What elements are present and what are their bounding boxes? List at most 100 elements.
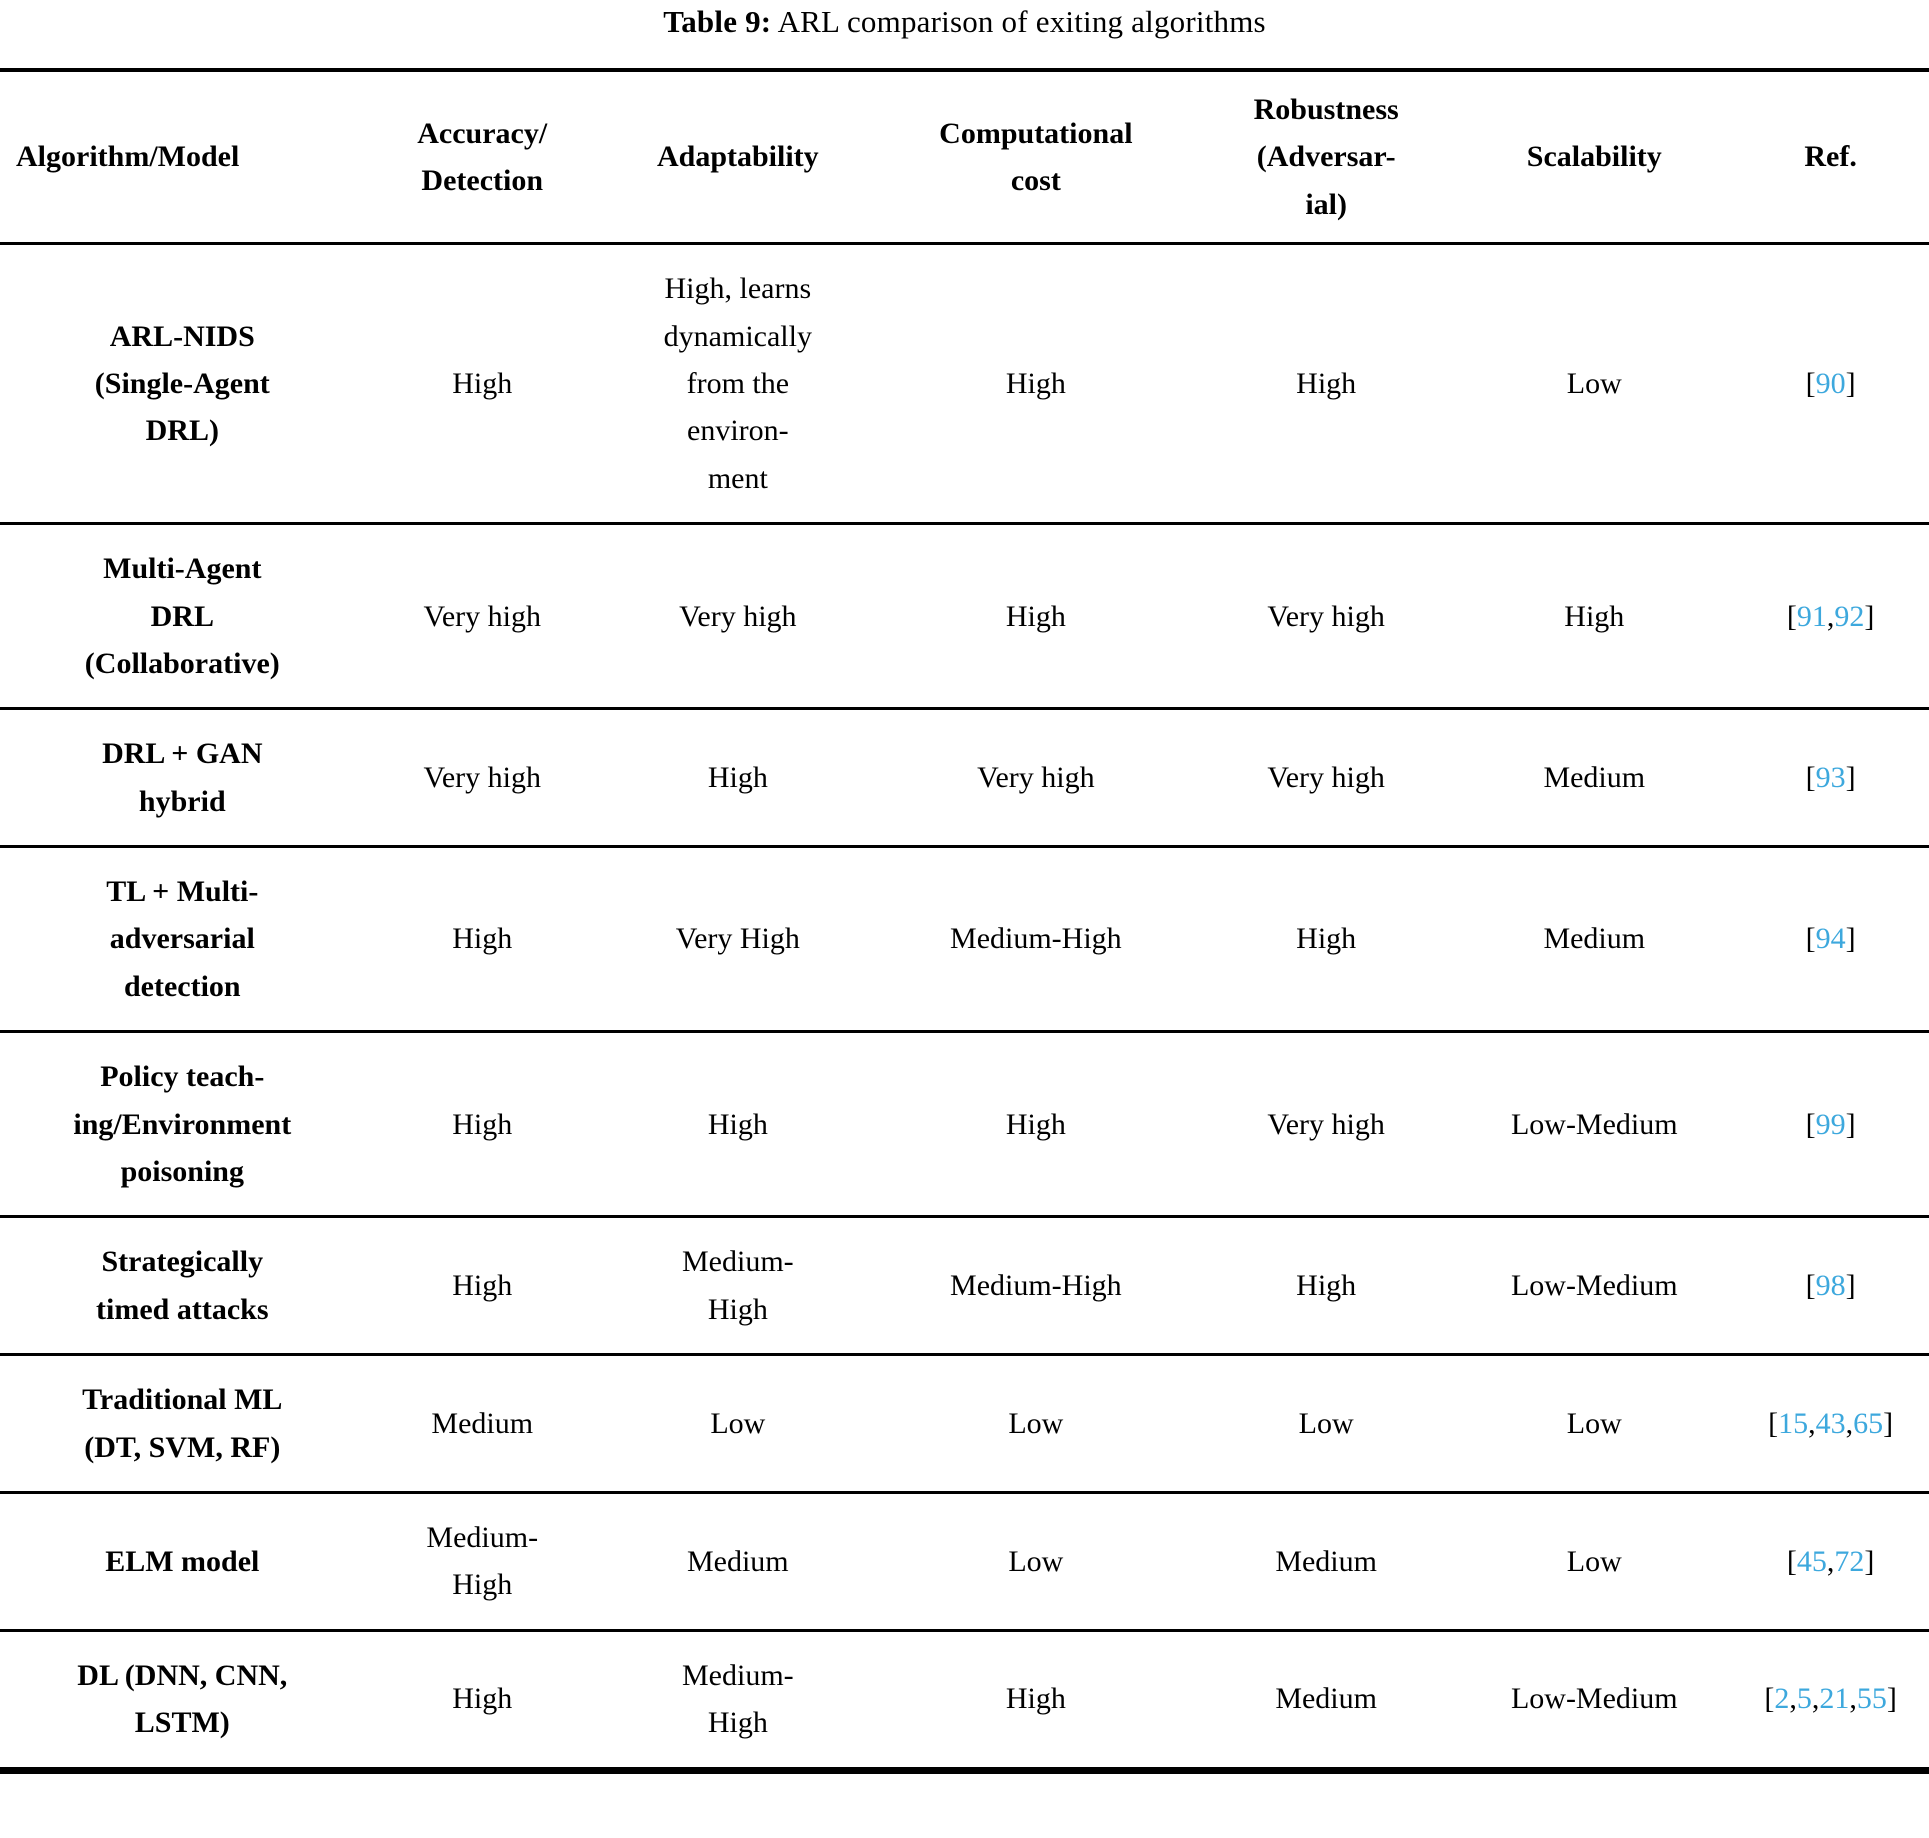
cell-model: ELM model — [105, 1544, 260, 1578]
cell-accuracy: Very high — [423, 599, 541, 633]
citation-link[interactable]: 93 — [1815, 760, 1846, 794]
cell-model: DL (DNN, CNN, LSTM) — [77, 1658, 288, 1740]
col-header-accuracy: Accuracy/ Detection — [364, 70, 600, 246]
cell-accuracy: High — [452, 1269, 513, 1303]
citation-link[interactable]: 15 — [1778, 1406, 1809, 1440]
ref-bracket-open: [ — [1805, 760, 1816, 794]
ref-comma: , — [1826, 599, 1835, 633]
citation-link[interactable]: 2 — [1774, 1682, 1790, 1716]
citation-link[interactable]: 72 — [1834, 1544, 1865, 1578]
table-caption: Table 9: ARL comparison of exiting algor… — [0, 4, 1929, 40]
ref-bracket-open: [ — [1805, 1269, 1816, 1303]
cell-model: Policy teach- ing/Environment poisoning — [73, 1060, 292, 1189]
cell-accuracy: High — [452, 1107, 513, 1141]
col-header-model: Algorithm/Model — [0, 70, 365, 246]
cell-adaptability: High, learns dynamically from the enviro… — [663, 272, 812, 495]
ref-bracket-close: ] — [1845, 1269, 1856, 1303]
cell-scalability: Medium — [1543, 922, 1646, 956]
citation-link[interactable]: 91 — [1796, 599, 1827, 633]
cell-ref: [94] — [1732, 847, 1929, 1032]
cell-ref: [98] — [1732, 1217, 1929, 1355]
table-header-row: Algorithm/Model Accuracy/ Detection Adapta… — [0, 70, 1929, 246]
cell-adaptability: Medium — [686, 1544, 789, 1578]
ref-comma: , — [1811, 1682, 1820, 1716]
cell-model: Strategically timed attacks — [96, 1245, 269, 1326]
citation-link[interactable]: 92 — [1834, 599, 1865, 633]
cell-ref: [15,43,65] — [1732, 1355, 1929, 1493]
table-row: Strategically timed attacks High Medium- H… — [0, 1217, 1929, 1355]
cell-model: Multi-Agent DRL (Collaborative) — [84, 552, 280, 680]
ref-bracket-close: ] — [1864, 1544, 1875, 1578]
col-header-scalability: Scalability — [1456, 70, 1733, 246]
cell-accuracy: High — [452, 922, 513, 956]
ref-bracket-close: ] — [1883, 1406, 1894, 1440]
citation-link[interactable]: 45 — [1796, 1544, 1827, 1578]
ref-bracket-open: [ — [1805, 1107, 1816, 1141]
cell-cost: Very high — [977, 760, 1095, 794]
ref-bracket-open: [ — [1805, 922, 1816, 956]
table-caption-text: ARL comparison of exiting algorithms — [777, 4, 1266, 39]
table-row: Traditional ML (DT, SVM, RF) Medium Low Low… — [0, 1355, 1929, 1493]
cell-adaptability: Medium- High — [682, 1658, 794, 1740]
cell-accuracy: Medium — [431, 1406, 534, 1440]
table-row: TL + Multi- adversarial detection High Ver… — [0, 847, 1929, 1032]
cell-scalability: Low — [1566, 1406, 1622, 1440]
table-caption-label: Table 9: — [663, 4, 772, 39]
cell-cost: Low — [1008, 1406, 1064, 1440]
ref-comma: , — [1826, 1544, 1835, 1578]
cell-scalability: Low — [1566, 366, 1622, 400]
ref-bracket-close: ] — [1845, 1107, 1856, 1141]
cell-ref: [2,5,21,55] — [1732, 1630, 1929, 1770]
cell-ref: [91,92] — [1732, 524, 1929, 709]
citation-link[interactable]: 90 — [1815, 366, 1846, 400]
cell-robustness: High — [1296, 922, 1357, 956]
cell-cost: High — [1005, 1107, 1066, 1141]
cell-scalability: Low — [1566, 1544, 1622, 1578]
cell-robustness: Very high — [1267, 760, 1385, 794]
col-header-ref: Ref. — [1732, 70, 1929, 246]
citation-link[interactable]: 99 — [1815, 1107, 1846, 1141]
cell-cost: Medium-High — [950, 1269, 1122, 1303]
cell-accuracy: Medium- High — [426, 1520, 539, 1602]
cell-robustness: High — [1296, 1269, 1357, 1303]
cell-adaptability: High — [707, 760, 768, 794]
table-row: Multi-Agent DRL (Collaborative) Very high… — [0, 524, 1929, 709]
cell-accuracy: High — [452, 366, 513, 400]
cell-cost: High — [1005, 366, 1066, 400]
citation-link[interactable]: 98 — [1815, 1269, 1846, 1303]
cell-model: DRL + GAN hybrid — [102, 737, 263, 818]
cell-robustness: Medium — [1275, 1682, 1377, 1716]
cell-model: Traditional ML (DT, SVM, RF) — [82, 1383, 283, 1464]
table-row: ELM model Medium- High Medium Low Medium Low [… — [0, 1492, 1929, 1631]
col-header-cost: Computational cost — [875, 70, 1196, 246]
cell-scalability: Low-Medium — [1510, 1107, 1678, 1141]
table-row: ARL-NIDS (Single-Agent DRL) High High, lea… — [0, 244, 1929, 524]
citation-link[interactable]: 43 — [1815, 1406, 1846, 1440]
cell-adaptability: Very High — [675, 922, 800, 956]
ref-comma: , — [1849, 1682, 1857, 1716]
ref-comma: , — [1845, 1406, 1854, 1440]
ref-bracket-open: [ — [1768, 1406, 1779, 1440]
citation-link[interactable]: 55 — [1856, 1682, 1887, 1716]
citation-link[interactable]: 65 — [1853, 1406, 1884, 1440]
col-header-adaptability: Adaptability — [599, 70, 876, 246]
comparison-table: Algorithm/Model Accuracy/ Detection Adapta… — [0, 68, 1929, 1774]
citation-link[interactable]: 5 — [1796, 1682, 1812, 1716]
ref-bracket-open: [ — [1764, 1682, 1775, 1716]
ref-bracket-close: ] — [1845, 760, 1856, 794]
cell-ref: [93] — [1732, 709, 1929, 847]
col-header-robustness: Robustness (Adversar- ial) — [1195, 70, 1457, 246]
cell-robustness: High — [1296, 366, 1357, 400]
cell-cost: Medium-High — [950, 922, 1122, 956]
table-row: DL (DNN, CNN, LSTM) High Medium- High High M… — [0, 1630, 1929, 1770]
cell-adaptability: Medium- High — [682, 1245, 794, 1326]
citation-link[interactable]: 94 — [1815, 922, 1846, 956]
citation-link[interactable]: 21 — [1819, 1682, 1850, 1716]
cell-scalability: Low-Medium — [1510, 1682, 1678, 1716]
cell-model: TL + Multi- adversarial detection — [106, 875, 259, 1003]
cell-ref: [45,72] — [1732, 1492, 1929, 1630]
cell-adaptability: High — [707, 1107, 768, 1141]
table-row: DRL + GAN hybrid Very high High Very high Ve… — [0, 709, 1929, 847]
ref-bracket-close: ] — [1886, 1682, 1897, 1716]
